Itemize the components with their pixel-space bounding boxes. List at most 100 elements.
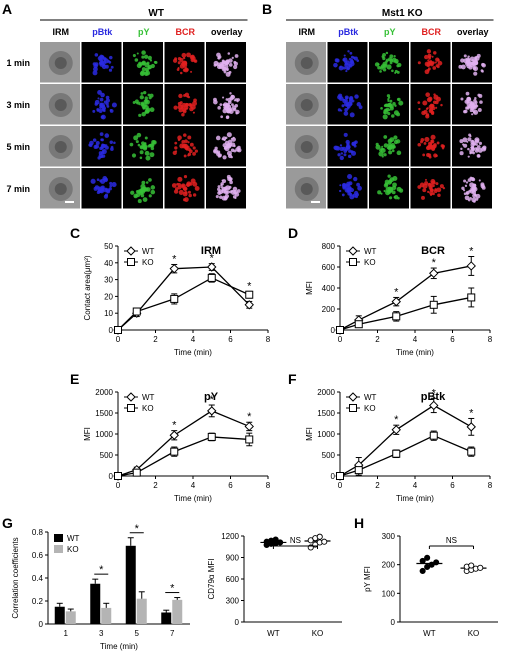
signal-dot bbox=[177, 183, 182, 187]
signal-dot bbox=[144, 136, 148, 140]
signal-dot bbox=[215, 195, 219, 199]
signal-dot bbox=[463, 54, 467, 58]
signal-dot bbox=[345, 96, 348, 100]
signal-dot bbox=[387, 138, 393, 144]
signal-dot bbox=[143, 99, 149, 104]
data-point-wt bbox=[277, 539, 284, 546]
signal-dot bbox=[221, 137, 225, 141]
signal-dot bbox=[144, 104, 147, 108]
x-tick-label: KO bbox=[468, 629, 480, 638]
signal-dot bbox=[178, 189, 184, 195]
signal-dot bbox=[111, 102, 117, 108]
signal-dot bbox=[109, 140, 113, 144]
signal-dot bbox=[192, 100, 198, 106]
signal-dot bbox=[233, 60, 237, 64]
signal-dot bbox=[230, 94, 236, 100]
signal-dot bbox=[334, 58, 339, 63]
signal-dot bbox=[423, 109, 428, 115]
signal-dot bbox=[194, 186, 200, 191]
signal-dot bbox=[145, 187, 151, 192]
y-tick-label: 0.4 bbox=[32, 574, 44, 583]
signal-dot bbox=[185, 68, 189, 72]
y-tick-label: 50 bbox=[104, 242, 113, 251]
chart-title: IRM bbox=[201, 245, 221, 257]
y-tick-label: 600 bbox=[322, 263, 336, 272]
signal-dot bbox=[347, 174, 353, 180]
signal-dot bbox=[387, 188, 392, 193]
signal-dot bbox=[186, 145, 190, 149]
signal-dot bbox=[173, 189, 179, 194]
column-label: overlay bbox=[211, 27, 243, 37]
significance-star: * bbox=[172, 253, 177, 265]
data-point-wt bbox=[391, 425, 401, 435]
signal-dot bbox=[228, 63, 233, 67]
signal-dot bbox=[475, 104, 479, 108]
signal-dot bbox=[229, 177, 233, 181]
signal-dot bbox=[95, 141, 100, 145]
signal-dot bbox=[93, 66, 98, 72]
signal-dot bbox=[437, 60, 443, 66]
signal-dot bbox=[92, 138, 97, 142]
chart-py-scatter: 0 100 200 300 pY MFI WT KO NS bbox=[363, 532, 498, 638]
signal-dot bbox=[217, 185, 221, 189]
signal-dot bbox=[105, 98, 111, 103]
legend-label: WT bbox=[67, 534, 80, 543]
x-tick-label: 5 bbox=[135, 629, 140, 638]
x-tick-label: 6 bbox=[228, 335, 233, 344]
signal-dot bbox=[225, 71, 231, 77]
chart-irm-contact-area: 0 10 20 30 40 50 0 2 4 6 8 Time (min) Contact area(μ… bbox=[83, 242, 271, 357]
signal-dot bbox=[144, 110, 149, 114]
signal-dot bbox=[481, 63, 486, 68]
signal-dot bbox=[467, 155, 470, 158]
signal-dot bbox=[218, 189, 224, 195]
signal-dot bbox=[418, 107, 421, 111]
signal-dot bbox=[432, 100, 437, 105]
signal-dot bbox=[235, 111, 239, 115]
signal-dot bbox=[385, 51, 389, 55]
signal-dot bbox=[138, 101, 141, 104]
signal-dot bbox=[346, 146, 350, 150]
signal-dot bbox=[387, 174, 391, 178]
signal-dot bbox=[215, 135, 221, 141]
bar-ko bbox=[101, 607, 112, 624]
y-tick-label: 20 bbox=[104, 292, 113, 301]
signal-dot bbox=[94, 102, 98, 106]
signal-dot bbox=[171, 183, 177, 188]
ns-label: NS bbox=[446, 536, 457, 545]
signal-dot bbox=[346, 187, 352, 193]
chart-title: pY bbox=[204, 391, 219, 403]
signal-dot bbox=[185, 102, 189, 106]
row-label: 1 min bbox=[6, 58, 30, 68]
y-tick-label: 900 bbox=[226, 554, 240, 563]
signal-dot bbox=[428, 108, 433, 113]
signal-dot bbox=[435, 182, 439, 186]
signal-dot bbox=[222, 96, 225, 99]
x-tick-label: 6 bbox=[450, 335, 455, 344]
signal-dot bbox=[341, 104, 345, 108]
signal-dot bbox=[94, 62, 99, 67]
data-point-ko bbox=[245, 435, 254, 444]
signal-dot bbox=[181, 105, 186, 109]
y-tick-label: 2000 bbox=[95, 388, 113, 397]
signal-dot bbox=[132, 53, 136, 58]
data-point-ko bbox=[170, 447, 179, 456]
signal-dot bbox=[222, 108, 228, 114]
signal-dot bbox=[236, 189, 241, 193]
signal-dot bbox=[474, 149, 479, 153]
y-tick-label: 1200 bbox=[221, 532, 239, 541]
signal-dot bbox=[178, 93, 183, 99]
signal-dot bbox=[144, 96, 148, 100]
signal-dot bbox=[136, 132, 142, 138]
signal-dot bbox=[398, 188, 404, 193]
legend-swatch bbox=[54, 545, 63, 553]
signal-dot bbox=[426, 49, 432, 54]
signal-dot bbox=[431, 55, 434, 58]
irm-core bbox=[54, 57, 67, 69]
signal-dot bbox=[96, 108, 100, 112]
signal-dot bbox=[380, 192, 383, 195]
signal-dot bbox=[348, 57, 352, 61]
signal-dot bbox=[437, 58, 440, 62]
signal-dot bbox=[92, 109, 96, 113]
data-point-wt bbox=[272, 536, 279, 543]
data-point-ko bbox=[207, 432, 216, 441]
